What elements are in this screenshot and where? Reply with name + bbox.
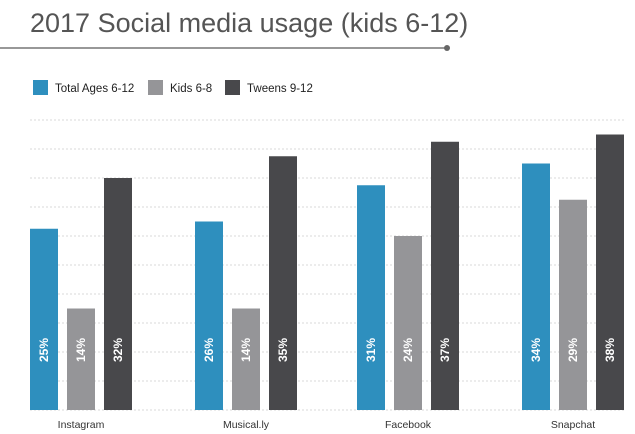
bar-instagram-1 xyxy=(67,308,95,410)
data-label: 25% xyxy=(37,338,51,362)
bar-instagram-0 xyxy=(30,228,58,410)
data-label: 14% xyxy=(239,338,253,362)
data-label: 38% xyxy=(603,338,617,362)
category-label: Facebook xyxy=(385,419,432,431)
bar-facebook-1 xyxy=(394,236,422,410)
legend-swatch xyxy=(33,80,48,95)
data-label: 31% xyxy=(364,338,378,362)
data-label: 35% xyxy=(276,338,290,362)
data-labels: 25% 14% 32% 26% 14% 35% 31% 24% 37% 34% 29% 38% xyxy=(37,338,617,362)
bars xyxy=(30,134,624,410)
category-label: Snapchat xyxy=(551,419,595,431)
data-label: 37% xyxy=(438,338,452,362)
bar-musical-ly-0 xyxy=(195,221,223,410)
legend: Total Ages 6-12 Kids 6-8 Tweens 9-12 xyxy=(33,80,313,95)
legend-swatch xyxy=(148,80,163,95)
bar-instagram-2 xyxy=(104,178,132,410)
legend-label: Total Ages 6-12 xyxy=(55,83,134,95)
data-label: 34% xyxy=(529,338,543,362)
category-labels: Instagram Musical.ly Facebook Snapchat xyxy=(58,419,596,431)
bar-snapchat-1 xyxy=(559,199,587,410)
chart-title: 2017 Social media usage (kids 6-12) xyxy=(30,8,468,38)
title-underline-dot xyxy=(444,45,450,51)
category-label: Musical.ly xyxy=(223,419,270,431)
bar-musical-ly-2 xyxy=(269,156,297,410)
bar-musical-ly-1 xyxy=(232,308,260,410)
bar-snapchat-0 xyxy=(522,163,550,410)
data-label: 26% xyxy=(202,338,216,362)
data-label: 32% xyxy=(111,338,125,362)
data-label: 14% xyxy=(74,338,88,362)
data-label: 24% xyxy=(401,338,415,362)
bar-facebook-0 xyxy=(357,185,385,410)
legend-swatch xyxy=(225,80,240,95)
legend-label: Tweens 9-12 xyxy=(247,83,313,95)
legend-label: Kids 6-8 xyxy=(170,83,212,95)
category-label: Instagram xyxy=(58,419,105,431)
bar-facebook-2 xyxy=(431,141,459,410)
bar-snapchat-2 xyxy=(596,134,624,410)
grid-lines xyxy=(30,119,625,411)
data-label: 29% xyxy=(566,338,580,362)
